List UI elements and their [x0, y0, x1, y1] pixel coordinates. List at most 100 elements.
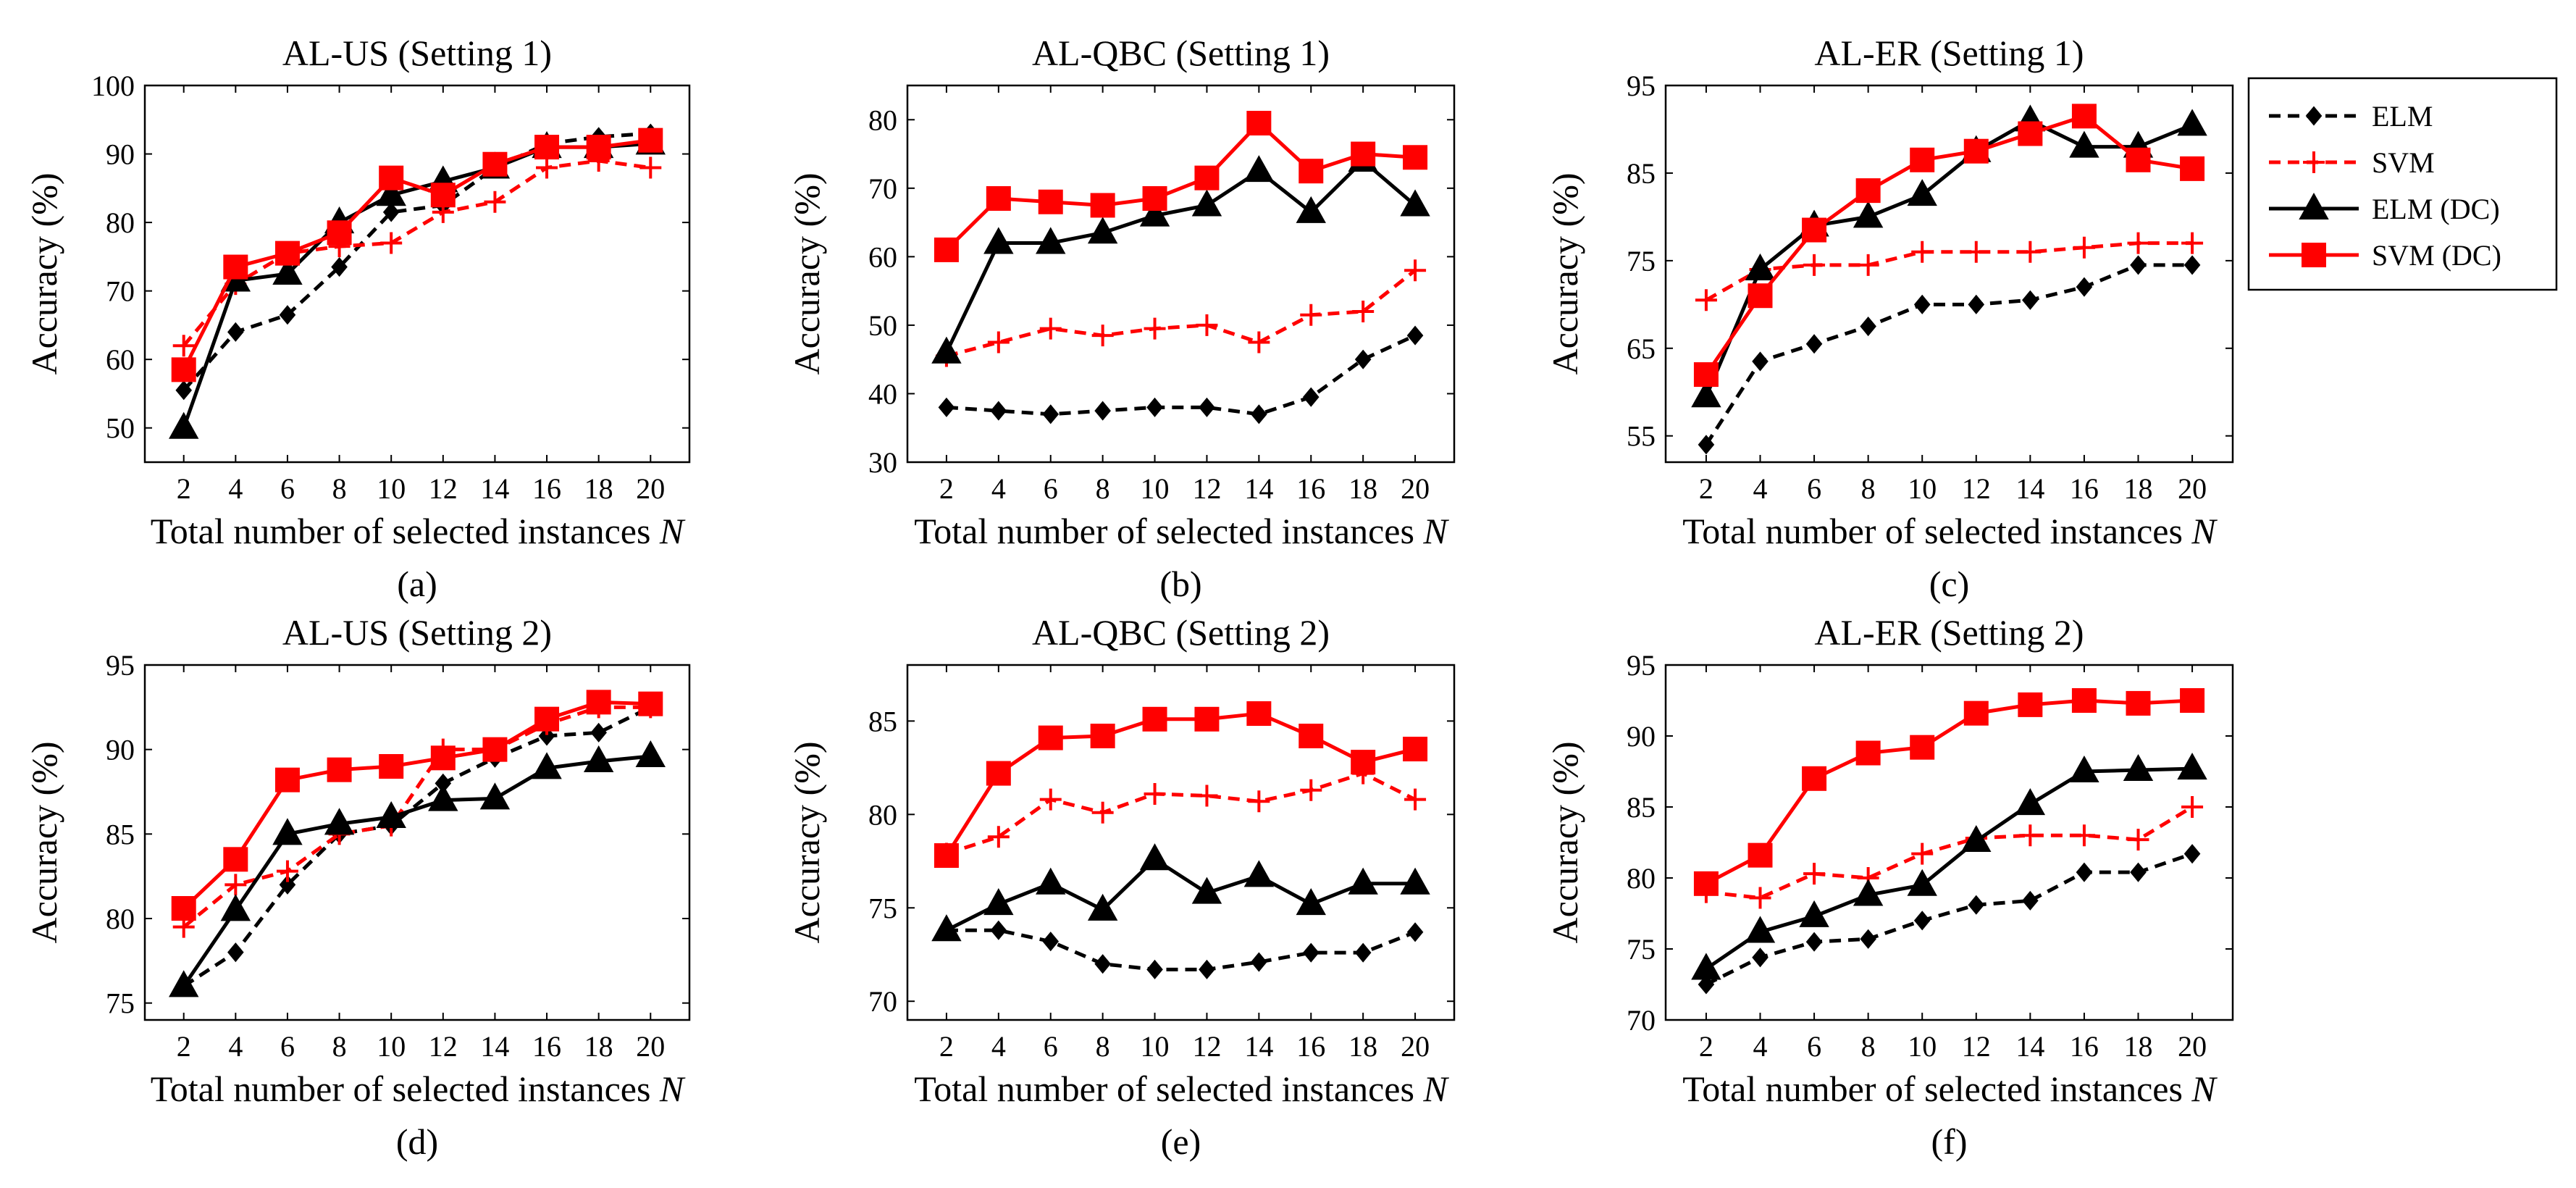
y-axis-label: Accuracy (%): [1545, 742, 1585, 944]
y-tick-label: 90: [106, 138, 135, 171]
series-svm: [935, 762, 1427, 865]
x-axis-variable: N: [2191, 1068, 2218, 1109]
x-tick-label: 16: [2070, 1030, 2099, 1063]
data-point: [1139, 199, 1170, 227]
data-point: [1352, 301, 1375, 322]
data-point: [1196, 785, 1218, 807]
x-tick-label: 4: [1753, 1030, 1768, 1063]
x-tick-label: 12: [1192, 472, 1221, 505]
chart-panels: 2 4 6 8 10 12 14 16 18 20 50 60 70 80 90 100 AL-US (Sett…: [24, 33, 2234, 1162]
y-axis-label: Accuracy (%): [24, 742, 64, 944]
legend-entry: SVM: [2269, 146, 2435, 179]
data-point: [1910, 147, 1935, 172]
x-axis-label: Total number of selected instances N: [151, 511, 686, 551]
data-point: [331, 256, 348, 277]
x-tick-label: 6: [1807, 1030, 1821, 1063]
x-tick-label: 6: [1044, 1030, 1058, 1063]
data-point: [2130, 255, 2147, 275]
x-tick-label: 16: [532, 472, 561, 505]
x-tick-label: 18: [1348, 1030, 1377, 1063]
legend: ELM SVM ELM (DC) SVM (DC): [2247, 77, 2558, 291]
x-tick-label: 4: [228, 472, 243, 505]
y-tick-label: 75: [106, 987, 135, 1020]
data-point: [430, 745, 456, 771]
x-axis-label-text: Total number of selected instances: [151, 511, 660, 551]
data-point: [430, 183, 456, 208]
data-point: [586, 690, 611, 715]
data-point: [1191, 189, 1222, 217]
data-point: [223, 254, 248, 280]
series-svm-dc: [171, 127, 663, 382]
data-point: [983, 888, 1014, 916]
y-tick-label: 60: [106, 343, 135, 376]
data-point: [1965, 240, 1987, 263]
data-point: [1087, 217, 1118, 244]
subfigure-label: (e): [1161, 1121, 1201, 1162]
data-point: [324, 808, 355, 835]
data-point: [938, 397, 955, 417]
chart-title: AL-ER (Setting 1): [1814, 33, 2084, 73]
data-point: [380, 232, 403, 254]
data-point: [1406, 325, 1424, 346]
series-line: [182, 705, 651, 929]
data-point: [1296, 196, 1326, 223]
data-point: [2180, 156, 2205, 181]
subfigure-label: (d): [396, 1121, 438, 1162]
data-point: [1803, 863, 1826, 885]
legend-entry: ELM: [2269, 100, 2433, 133]
data-point: [536, 156, 558, 179]
y-tick-label: 70: [868, 985, 897, 1018]
data-point: [1194, 706, 1220, 732]
data-point: [2019, 824, 2042, 847]
y-tick-label: 65: [1627, 332, 1656, 365]
series-line: [945, 121, 1416, 251]
x-tick-label: 8: [332, 1030, 347, 1063]
series-line: [1705, 766, 2193, 971]
data-point: [986, 761, 1011, 786]
data-point: [1691, 953, 1721, 980]
x-tick-label: 12: [429, 1030, 458, 1063]
data-point: [2177, 753, 2207, 780]
x-tick-label: 18: [584, 1030, 613, 1063]
chart-panel-3: 2 4 6 8 10 12 14 16 18 20 55 65 75 85 95 AL-ER (Setting…: [1545, 33, 2234, 604]
x-tick-label: 10: [1141, 472, 1170, 505]
y-tick-label: 80: [106, 206, 135, 239]
series-line: [1704, 114, 2193, 376]
series-svm: [1695, 232, 2204, 311]
data-point: [1144, 782, 1166, 805]
series-elm: [1698, 255, 2201, 455]
x-axis-variable: N: [659, 1068, 686, 1109]
series-line: [944, 711, 1416, 857]
chart-title: AL-US (Setting 2): [282, 612, 552, 653]
y-axis-label: Accuracy (%): [786, 173, 827, 375]
data-point: [227, 322, 244, 342]
data-point: [1799, 900, 1829, 927]
x-tick-label: 8: [1861, 1030, 1876, 1063]
data-point: [1146, 959, 1163, 979]
data-point: [638, 691, 663, 716]
data-point: [638, 127, 663, 153]
x-tick-label: 8: [1861, 472, 1876, 505]
data-point: [2071, 688, 2097, 713]
data-point: [1351, 141, 1376, 167]
data-point: [1302, 387, 1320, 407]
series-line: [946, 771, 1417, 856]
data-point: [2130, 862, 2147, 882]
data-point: [1042, 404, 1060, 424]
data-point: [534, 706, 560, 732]
data-point: [1857, 254, 1879, 276]
y-tick-label: 95: [1627, 649, 1656, 682]
y-tick-label: 85: [868, 705, 897, 737]
y-tick-label: 90: [106, 734, 135, 766]
x-tick-label: 16: [2070, 472, 2099, 505]
y-tick-label: 100: [91, 70, 135, 102]
data-point: [1299, 724, 1324, 748]
x-tick-label: 18: [2124, 1030, 2153, 1063]
data-point: [1913, 294, 1931, 314]
legend-label: SVM: [2372, 146, 2435, 179]
data-point: [276, 860, 298, 882]
data-point: [1404, 788, 1427, 811]
data-point: [1348, 867, 1378, 895]
y-axis-label: Accuracy (%): [1545, 173, 1585, 375]
chart-title: AL-US (Setting 1): [282, 33, 552, 73]
